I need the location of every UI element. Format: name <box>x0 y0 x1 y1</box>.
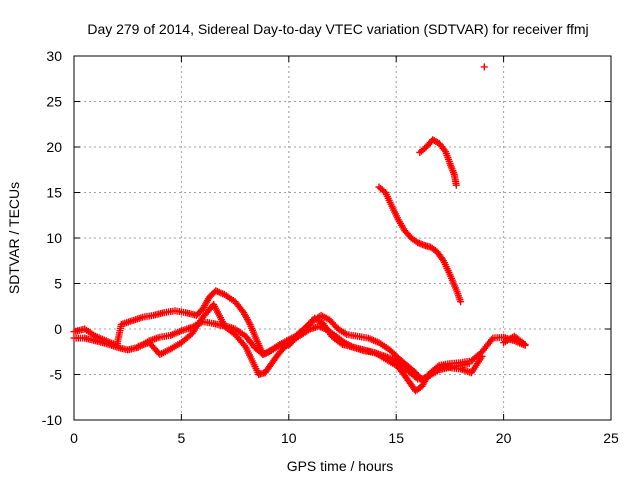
y-tick-label: 15 <box>46 185 62 201</box>
y-tick-label: -5 <box>50 367 63 383</box>
data-point <box>412 374 420 382</box>
y-tick-label: 0 <box>54 321 62 337</box>
y-tick-label: 20 <box>46 139 62 155</box>
x-tick-label: 0 <box>70 430 78 446</box>
x-axis-title: GPS time / hours <box>287 458 394 474</box>
data-point <box>417 240 425 248</box>
data-point <box>337 339 345 347</box>
y-tick-labels: -10 -5 0 5 10 15 20 25 30 <box>42 48 62 428</box>
data-point <box>457 298 465 306</box>
data-point <box>480 63 488 71</box>
axis-ticks <box>73 55 612 421</box>
series-track-4 <box>375 183 465 306</box>
series-track-5 <box>416 136 460 189</box>
series-track-7 <box>500 332 529 348</box>
x-tick-label: 20 <box>496 430 512 446</box>
data-point <box>521 341 529 348</box>
y-axis-title: SDTVAR / TECUs <box>6 182 22 294</box>
data-point <box>520 339 527 347</box>
y-tick-label: -10 <box>42 412 62 428</box>
y-tick-label: 10 <box>46 230 62 246</box>
y-tick-label: 25 <box>46 94 62 110</box>
grid <box>74 56 611 420</box>
data-point <box>452 181 460 189</box>
x-tick-labels: 0 5 10 15 20 25 <box>70 430 619 446</box>
series-track-6 <box>480 63 488 71</box>
chart-title: Day 279 of 2014, Sidereal Day-to-day VTE… <box>87 21 588 37</box>
x-tick-label: 5 <box>178 430 186 446</box>
y-tick-label: 30 <box>46 48 62 64</box>
data-points <box>70 63 529 395</box>
data-point <box>465 360 473 368</box>
x-tick-label: 25 <box>603 430 619 446</box>
y-tick-label: 5 <box>54 276 62 292</box>
x-tick-label: 10 <box>281 430 297 446</box>
series-track-3 <box>134 300 486 383</box>
x-tick-label: 15 <box>388 430 404 446</box>
data-point <box>478 352 486 360</box>
data-point <box>245 319 253 327</box>
